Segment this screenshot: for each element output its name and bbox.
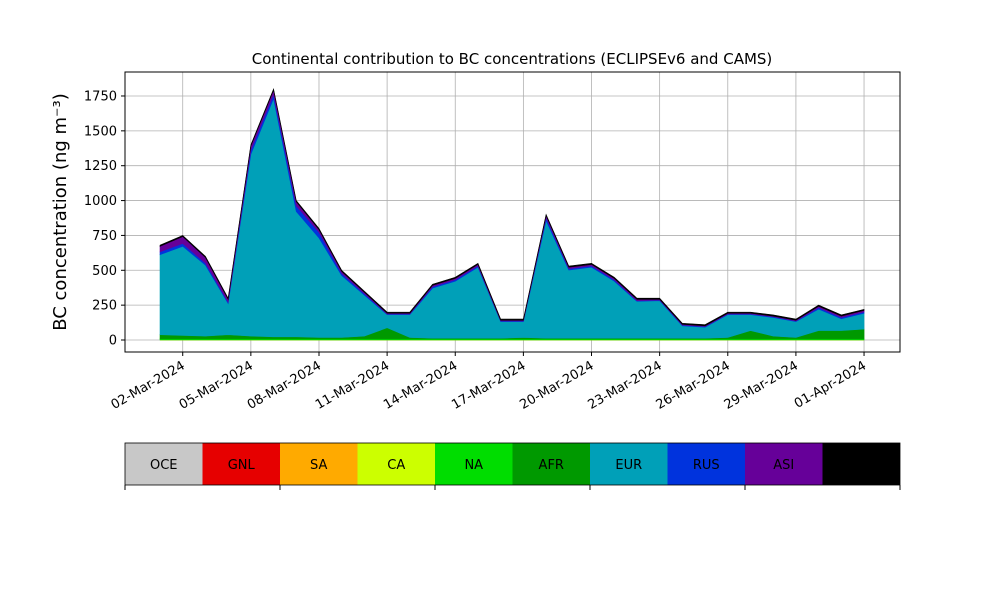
y-axis-label: BC concentration (ng m⁻³) xyxy=(50,93,71,331)
chart-title: Continental contribution to BC concentra… xyxy=(252,50,773,68)
legend-swatch xyxy=(125,443,203,485)
legend: OCE GNL SA CA NA AFR EUR RUS ASI AUS xyxy=(124,442,901,490)
legend-swatch xyxy=(590,443,668,485)
plot-frame xyxy=(124,71,901,353)
legend-swatch xyxy=(745,443,823,485)
y-tick-label: 1500 xyxy=(84,124,117,139)
y-tick-label: 1250 xyxy=(84,159,117,174)
y-tick-label: 0 xyxy=(109,334,117,349)
legend-swatch xyxy=(435,443,513,485)
legend-swatch xyxy=(280,443,358,485)
y-tick-label: 1750 xyxy=(84,89,117,104)
legend-frame xyxy=(124,442,901,486)
legend-label: GNL xyxy=(228,458,256,473)
legend-label: RUS xyxy=(693,458,720,473)
legend-label: SA xyxy=(310,458,327,473)
y-tick-label: 250 xyxy=(92,299,117,314)
legend-swatch xyxy=(202,443,280,485)
legend-swatch xyxy=(822,443,900,485)
legend-label: ASI xyxy=(773,458,794,473)
areas xyxy=(159,87,865,341)
y-tick-label: 1000 xyxy=(84,194,117,209)
legend-swatch xyxy=(512,443,590,485)
y-tick-label: 750 xyxy=(92,229,117,244)
legend-label: NA xyxy=(464,458,483,473)
legend-label: OCE xyxy=(150,458,178,473)
legend-label: CA xyxy=(387,458,405,473)
legend-swatch xyxy=(357,443,435,485)
legend-swatch xyxy=(667,443,745,485)
legend-label: AUS xyxy=(848,458,875,473)
area xyxy=(159,87,865,327)
legend-label: AFR xyxy=(539,458,564,473)
y-tick-label: 500 xyxy=(92,264,117,279)
legend-label: EUR xyxy=(615,458,642,473)
